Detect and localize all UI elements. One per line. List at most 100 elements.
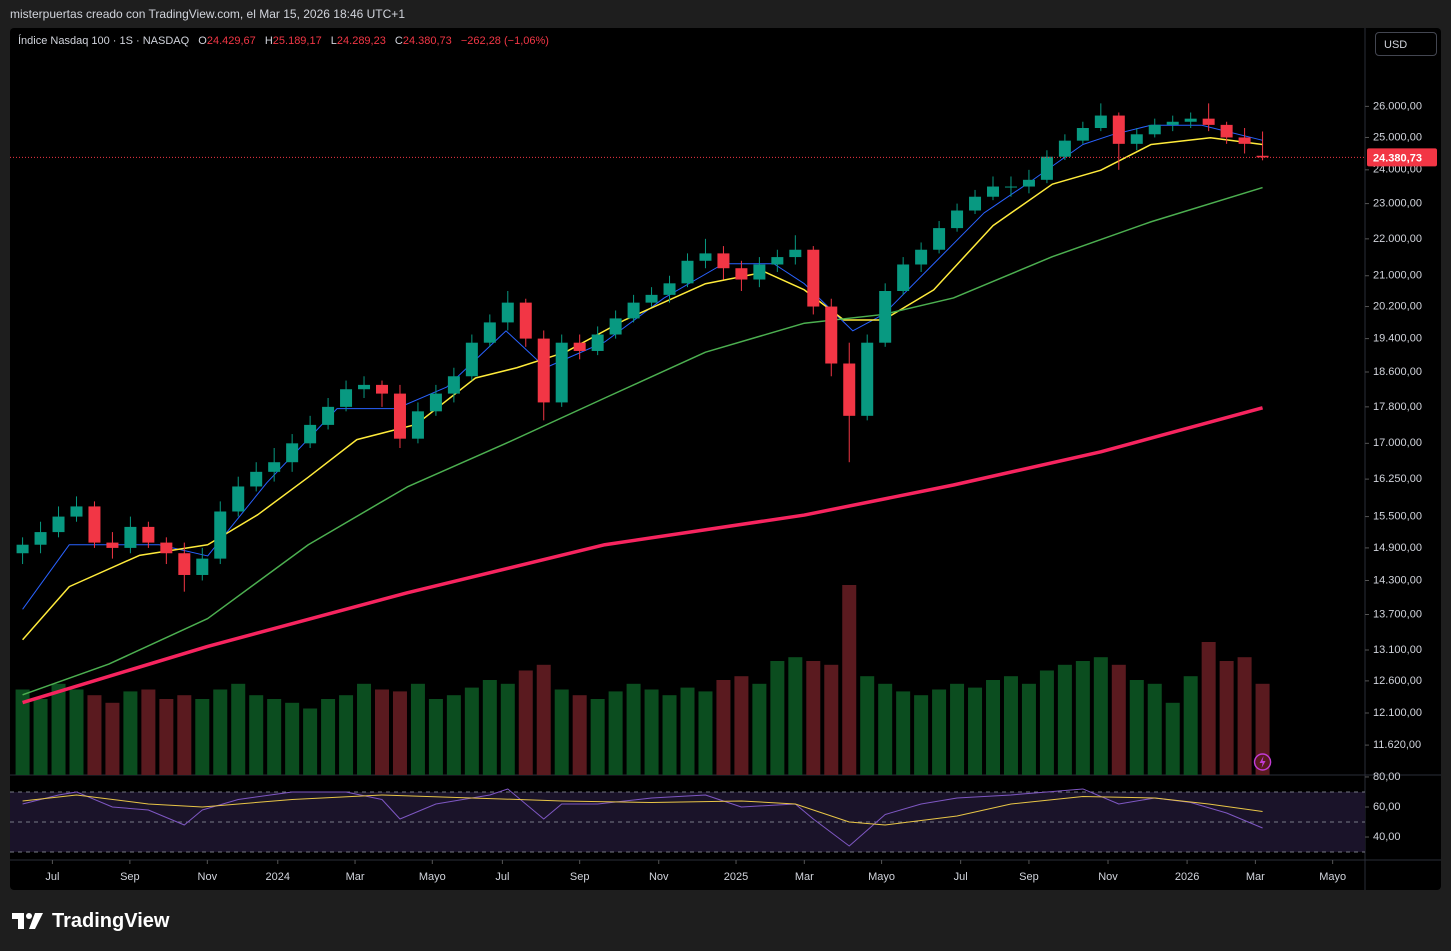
volume-bar	[339, 695, 354, 775]
x-tick-label: Jul	[495, 871, 509, 883]
candle-body	[1220, 124, 1233, 138]
candle-body	[699, 253, 712, 261]
volume-bar	[1129, 680, 1144, 775]
volume-bar	[303, 708, 318, 775]
volume-bar	[572, 695, 587, 775]
c-label: C	[394, 35, 403, 47]
volume-bar	[824, 664, 839, 775]
y-tick-label: 18.600,00	[1373, 366, 1422, 378]
candle-body	[106, 542, 119, 548]
volume-bar	[554, 689, 569, 775]
y-tick-label: 16.250,00	[1373, 473, 1422, 485]
candle-body	[465, 342, 478, 377]
volume-bar	[716, 680, 731, 775]
candle-body	[178, 553, 191, 575]
volume-bar	[428, 699, 443, 775]
y-tick-label: 13.700,00	[1373, 608, 1422, 620]
currency-button[interactable]: USD	[1375, 32, 1437, 56]
volume-bar	[213, 689, 228, 775]
y-tick-label: 20.200,00	[1373, 300, 1422, 312]
candle-body	[807, 249, 820, 307]
symbol: Índice Nasdaq 100 · 1S · NASDAQ	[18, 35, 190, 47]
candle-body	[52, 516, 65, 533]
y-tick-label: 14.300,00	[1373, 574, 1422, 586]
l-value: 24.289,23	[336, 35, 386, 47]
change: −262,28 (−1,06%)	[460, 35, 549, 47]
candle-body	[681, 260, 694, 284]
candle-body	[735, 268, 748, 280]
volume-bar	[752, 683, 767, 775]
volume-bar	[51, 683, 66, 775]
candle-body	[1094, 115, 1107, 129]
chart: 26.000,00 25.000,00 24.000,00 23.000,00 22.0…	[10, 28, 1441, 890]
volume-bar	[518, 670, 533, 775]
l-label: L	[330, 35, 337, 47]
candle-body	[393, 393, 406, 439]
candle-body	[951, 210, 964, 229]
volume-bar	[932, 689, 947, 775]
candle-body	[789, 249, 802, 258]
candle-body	[717, 253, 730, 269]
last-price-box	[1367, 148, 1437, 167]
moving-average	[22, 137, 1263, 641]
candle-body	[519, 302, 532, 339]
x-tick-label: Jul	[45, 871, 59, 883]
candle-body	[1166, 121, 1179, 125]
candle-body	[1184, 118, 1197, 122]
volume-bar	[177, 695, 192, 775]
h-value: 25.189,17	[272, 35, 322, 47]
volume-bar	[464, 687, 479, 775]
candle-body	[1112, 115, 1125, 144]
chart-frame: 26.000,00 25.000,00 24.000,00 23.000,00 22.0…	[10, 28, 1441, 890]
volume-bar	[806, 661, 821, 775]
candle-body	[429, 393, 442, 412]
volume-bar	[536, 664, 551, 775]
logo-text: TradingView	[52, 909, 170, 932]
candle-body	[537, 338, 550, 403]
candle-body	[969, 196, 982, 211]
volume-bar	[860, 676, 875, 775]
y-tick-label: 12.600,00	[1373, 675, 1422, 687]
logo-icon	[12, 913, 43, 929]
candle-body	[34, 532, 47, 545]
y-tick-label: 13.100,00	[1373, 644, 1422, 656]
volume-bar	[249, 695, 264, 775]
legend: Índice Nasdaq 100 · 1S · NASDAQ O24.429,…	[18, 35, 555, 47]
candle-body	[1040, 156, 1053, 180]
volume-bar	[698, 691, 713, 775]
volume-bar	[446, 695, 461, 775]
x-tick-label: Sep	[120, 871, 140, 883]
candle-body	[627, 302, 640, 319]
candle-body	[16, 544, 29, 554]
x-tick-label: Mayo	[419, 871, 446, 883]
volume-bar	[950, 683, 965, 775]
volume-bar	[626, 683, 641, 775]
volume-bar	[590, 699, 605, 775]
credit: misterpuertas creado con TradingView.com…	[10, 7, 405, 21]
volume-bar	[123, 691, 138, 775]
candle-body	[214, 511, 227, 559]
volume-bar	[231, 683, 246, 775]
y-tick-label: 17.000,00	[1373, 437, 1422, 449]
volume-bar	[105, 702, 120, 775]
candle-body	[196, 558, 209, 575]
candle-body	[609, 318, 622, 335]
candle-body	[411, 411, 424, 439]
volume-bar	[1021, 683, 1036, 775]
volume-bar	[644, 689, 659, 775]
volume-bar	[500, 683, 515, 775]
candle-body	[250, 471, 263, 487]
candle-body	[358, 384, 371, 390]
volume-bar	[482, 680, 497, 775]
volume-bar	[267, 699, 282, 775]
candle-body	[573, 342, 586, 351]
volume-bar	[896, 691, 911, 775]
candle-body	[591, 334, 604, 351]
volume-bar	[1219, 661, 1234, 775]
candle-body	[142, 526, 155, 543]
candle-body	[645, 294, 658, 303]
volume-bar	[1237, 657, 1252, 775]
x-tick-label: Mar	[795, 871, 814, 883]
volume-bar	[986, 680, 1001, 775]
candle-body	[286, 443, 299, 463]
